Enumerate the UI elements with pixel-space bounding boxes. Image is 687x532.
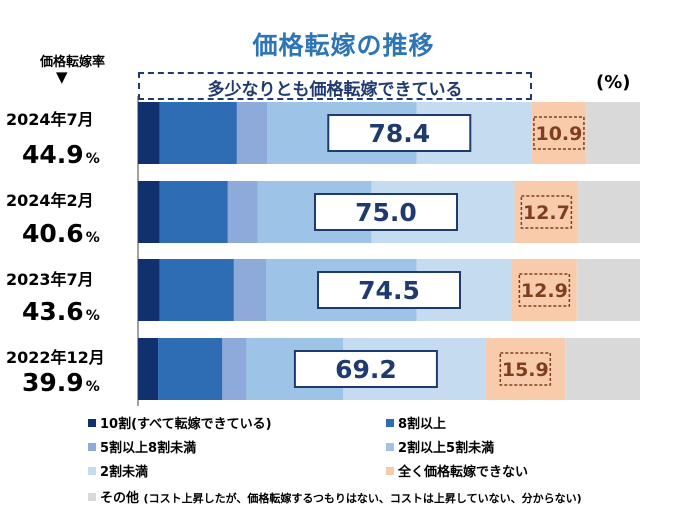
legend-label: 10割(すべて転嫁できている) — [100, 417, 272, 432]
none-label-box — [499, 352, 552, 386]
legend-item: 全く価格転嫁できない — [386, 461, 528, 480]
bar-segment — [576, 259, 640, 321]
legend-swatch — [88, 443, 96, 451]
none-label-box — [520, 195, 573, 229]
bar-segment — [158, 338, 223, 400]
total-label-box — [313, 193, 458, 231]
bar-segment — [578, 181, 640, 243]
bar-segment — [159, 102, 237, 164]
total-label-box — [293, 350, 438, 388]
none-label: 12.7 — [523, 202, 570, 224]
legend-label: その他 — [100, 491, 140, 506]
legend-item: 5割以上8割未満 — [88, 437, 196, 456]
legend-item: 2割以上5割未満 — [386, 437, 494, 456]
rate-suffix: % — [85, 230, 100, 246]
total-label: 74.5 — [358, 276, 420, 305]
bar-segment — [159, 259, 234, 321]
rate-suffix: % — [85, 308, 100, 324]
bar-segment — [138, 102, 160, 164]
bar-segment — [227, 181, 258, 243]
rate-value: 40.6 — [22, 219, 84, 248]
legend-label: 全く価格転嫁できない — [398, 465, 529, 480]
legend-label: 2割未満 — [100, 465, 149, 480]
legend-swatch — [386, 419, 394, 427]
legend-item: その他 (コスト上昇したが、価格転嫁するつもりはない、コストは上昇していない、分… — [88, 487, 582, 506]
legend-item: 2割未満 — [88, 461, 148, 480]
bracket-label: 多少なりとも価格転嫁できている — [207, 80, 463, 100]
none-label: 15.9 — [502, 359, 549, 381]
legend-swatch — [386, 443, 394, 451]
total-label: 78.4 — [368, 119, 430, 148]
rate-value: 43.6 — [22, 297, 84, 326]
row-rate: 39.9% — [22, 368, 100, 397]
total-label: 69.2 — [335, 355, 397, 384]
row-date: 2024年2月 — [6, 191, 94, 210]
bar-segment — [138, 338, 159, 400]
row-rate: 40.6% — [22, 219, 100, 248]
bar-segment — [586, 102, 640, 164]
bar-segment — [233, 259, 267, 321]
none-label-box — [518, 273, 571, 307]
row-date: 2023年7月 — [6, 270, 94, 289]
none-label-box — [533, 116, 585, 150]
bracket-box: 多少なりとも価格転嫁できている — [138, 72, 532, 100]
rate-suffix: % — [85, 151, 100, 167]
rate-column-label: 価格転嫁率 — [40, 55, 106, 70]
legend-label: 2割以上5割未満 — [398, 441, 495, 456]
legend-swatch — [88, 493, 96, 501]
row-rate: 44.9% — [22, 140, 100, 169]
none-label: 10.9 — [535, 123, 582, 145]
bar-segment — [222, 338, 247, 400]
legend-note: (コスト上昇したが、価格転嫁するつもりはない、コストは上昇していない、分からない… — [143, 492, 582, 505]
rate-value: 44.9 — [22, 140, 84, 169]
legend-swatch — [88, 467, 96, 475]
none-label: 12.9 — [521, 280, 568, 302]
bar-segment — [236, 102, 268, 164]
row-date: 2024年7月 — [6, 110, 94, 129]
bar-segment — [138, 181, 160, 243]
row-date: 2022年12月 — [6, 348, 105, 367]
row-rate: 43.6% — [22, 297, 100, 326]
legend-label: 8割以上 — [398, 417, 447, 432]
legend-item: 8割以上 — [386, 413, 446, 432]
total-label: 75.0 — [355, 198, 417, 227]
rate-value: 39.9 — [22, 368, 84, 397]
legend-swatch — [386, 467, 394, 475]
total-label-box — [327, 114, 472, 152]
legend-swatch — [88, 419, 96, 427]
bar-segment — [138, 259, 160, 321]
bar-segment — [159, 181, 228, 243]
unit-label: (%) — [596, 72, 631, 93]
legend-item: 10割(すべて転嫁できている) — [88, 413, 272, 432]
bar-segment — [565, 338, 640, 400]
chart-title: 価格転嫁の推移 — [252, 31, 435, 60]
total-label-box — [317, 271, 461, 309]
rate-arrow-icon: ▼ — [56, 68, 68, 86]
legend-label: 5割以上8割未満 — [100, 441, 197, 456]
rate-suffix: % — [85, 379, 100, 395]
